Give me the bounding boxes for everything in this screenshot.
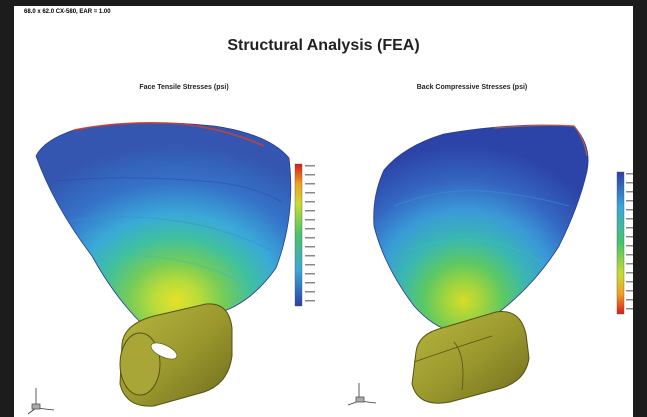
back-axis-triad-icon	[347, 383, 377, 406]
spec-line: 68.0 x 62.0 CX-580, EAR = 1.00	[24, 9, 111, 15]
face-hub-cylinder	[119, 303, 233, 407]
face-stress-legend	[294, 163, 315, 307]
figure-title: Structural Analysis (FEA)	[227, 37, 420, 54]
fea-plots	[27, 122, 633, 415]
back-hub-cylinder	[411, 310, 530, 404]
figure-sheet: 68.0 x 62.0 CX-580, EAR = 1.00 Structura…	[14, 6, 633, 417]
face-blade-contour	[35, 122, 292, 333]
back-blade-contour	[373, 124, 589, 333]
face-axis-triad-icon	[27, 388, 55, 415]
face-panel-subtitle: Face Tensile Stresses (psi)	[139, 84, 229, 91]
back-stress-legend	[616, 171, 633, 315]
back-panel-subtitle: Back Compressive Stresses (psi)	[416, 84, 528, 91]
